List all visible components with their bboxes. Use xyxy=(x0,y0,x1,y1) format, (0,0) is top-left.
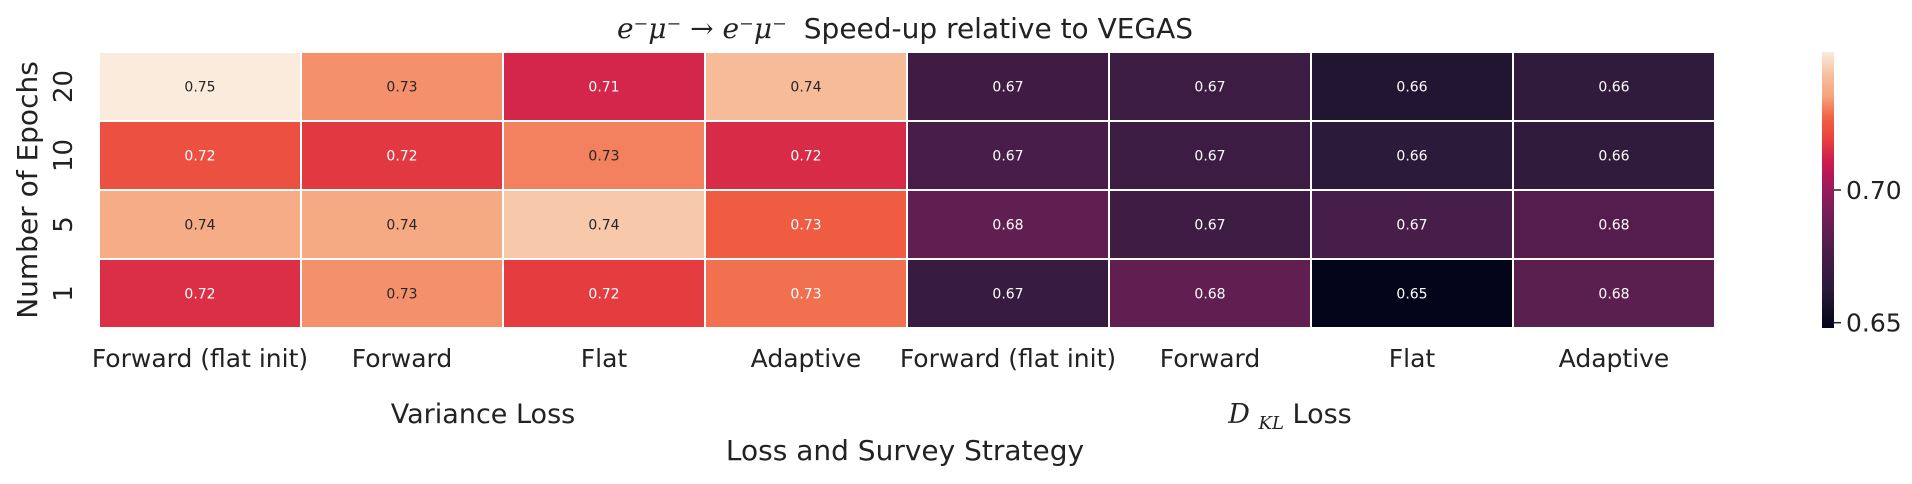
colorbar-tick-label-1: 0.70 xyxy=(1846,176,1902,205)
cell-value-r0-c2: 0.71 xyxy=(588,80,619,96)
cell-value-r2-c3: 0.73 xyxy=(790,218,821,234)
heatmap-cell-r3-c3 xyxy=(704,258,908,329)
heatmap-cell-r0-c7 xyxy=(1512,51,1716,122)
colorbar: 0.65 0.70 xyxy=(1822,52,1902,338)
cell-value-r0-c4: 0.67 xyxy=(992,80,1023,96)
chart-title: e⁻μ⁻ → e⁻μ⁻ Speed-up relative to VEGAS xyxy=(617,12,1193,45)
cell-value-r2-c7: 0.68 xyxy=(1598,218,1629,234)
dkl-suffix: Loss xyxy=(1293,399,1352,430)
cell-value-r2-c5: 0.67 xyxy=(1194,218,1225,234)
x-tick-label-3: Adaptive xyxy=(751,344,862,373)
heatmap-cell-r0-c5 xyxy=(1108,51,1312,122)
heatmap-cell-r2-c2 xyxy=(502,189,706,260)
cell-value-r0-c7: 0.66 xyxy=(1598,80,1629,96)
colorbar-tick-label-0: 0.65 xyxy=(1846,309,1902,338)
cell-value-r1-c3: 0.72 xyxy=(790,149,821,165)
heatmap-cell-r3-c2 xyxy=(502,258,706,329)
cell-value-r2-c6: 0.67 xyxy=(1396,218,1427,234)
cell-value-r3-c5: 0.68 xyxy=(1194,287,1225,303)
group-label-dkl-loss: D KL Loss xyxy=(1227,399,1351,436)
y-tick-label-5: 5 xyxy=(49,216,79,233)
x-tick-label-1: Forward xyxy=(352,344,453,373)
heatmap-cell-r3-c0 xyxy=(98,258,302,329)
cell-value-r3-c7: 0.68 xyxy=(1598,287,1629,303)
cell-value-r1-c7: 0.66 xyxy=(1598,149,1629,165)
cell-value-r0-c3: 0.74 xyxy=(790,80,821,96)
cell-value-r1-c1: 0.72 xyxy=(386,149,417,165)
cell-value-r2-c2: 0.74 xyxy=(588,218,619,234)
heatmap-cell-r1-c3 xyxy=(704,120,908,191)
x-tick-label-5: Forward xyxy=(1160,344,1261,373)
x-tick-label-7: Adaptive xyxy=(1559,344,1670,373)
heatmap-cell-r0-c0 xyxy=(98,51,302,122)
y-axis-label: Number of Epochs xyxy=(11,61,44,319)
cell-value-r1-c6: 0.66 xyxy=(1396,149,1427,165)
heatmap-cell-labels: 0.75 0.73 0.71 0.74 0.67 0.67 0.66 0.66 0.72 0.72… xyxy=(184,80,1629,303)
cell-value-r1-c4: 0.67 xyxy=(992,149,1023,165)
title-text: Speed-up relative to VEGAS xyxy=(804,12,1193,45)
cell-value-r3-c3: 0.73 xyxy=(790,287,821,303)
heatmap-cell-r3-c6 xyxy=(1310,258,1514,329)
cell-value-r1-c0: 0.72 xyxy=(184,149,215,165)
cell-value-r0-c0: 0.75 xyxy=(184,80,215,96)
cell-value-r0-c6: 0.66 xyxy=(1396,80,1427,96)
x-tick-label-4: Forward (flat init) xyxy=(900,344,1116,373)
heatmap-cell-r2-c5 xyxy=(1108,189,1312,260)
cell-value-r3-c2: 0.72 xyxy=(588,287,619,303)
x-axis-label: Loss and Survey Strategy xyxy=(726,434,1084,467)
heatmap-cell-r2-c6 xyxy=(1310,189,1514,260)
x-tick-label-2: Flat xyxy=(581,344,628,373)
dkl-math: D xyxy=(1227,399,1250,430)
y-tick-label-10: 10 xyxy=(49,139,79,172)
heatmap-cells xyxy=(98,51,1716,329)
dkl-subscript: KL xyxy=(1258,413,1284,434)
x-tick-label-6: Flat xyxy=(1389,344,1436,373)
heatmap-cell-r2-c7 xyxy=(1512,189,1716,260)
heatmap-cell-r3-c4 xyxy=(906,258,1110,329)
cell-value-r0-c1: 0.73 xyxy=(386,80,417,96)
cell-value-r2-c0: 0.74 xyxy=(184,218,215,234)
heatmap-cell-r0-c2 xyxy=(502,51,706,122)
cell-value-r3-c0: 0.72 xyxy=(184,287,215,303)
group-label-variance-loss: Variance Loss xyxy=(391,399,575,430)
heatmap-cell-r2-c0 xyxy=(98,189,302,260)
cell-value-r2-c1: 0.74 xyxy=(386,218,417,234)
cell-value-r1-c2: 0.73 xyxy=(588,149,619,165)
heatmap-cell-r2-c1 xyxy=(300,189,504,260)
y-tick-labels: 20 10 5 1 xyxy=(49,70,79,302)
cell-value-r3-c6: 0.65 xyxy=(1396,287,1427,303)
y-tick-label-20: 20 xyxy=(49,70,79,103)
heatmap-cell-r0-c1 xyxy=(300,51,504,122)
x-tick-label-0: Forward (flat init) xyxy=(92,344,308,373)
heatmap-cell-r3-c7 xyxy=(1512,258,1716,329)
colorbar-ticks: 0.65 0.70 xyxy=(1834,176,1902,338)
cell-value-r3-c1: 0.73 xyxy=(386,287,417,303)
cell-value-r1-c5: 0.67 xyxy=(1194,149,1225,165)
cell-value-r0-c5: 0.67 xyxy=(1194,80,1225,96)
colorbar-gradient xyxy=(1822,52,1834,328)
heatmap-cell-r2-c4 xyxy=(906,189,1110,260)
cell-value-r2-c4: 0.68 xyxy=(992,218,1023,234)
x-tick-labels: Forward (flat init) Forward Flat Adaptive Fo… xyxy=(92,344,1670,373)
heatmap-cell-r1-c5 xyxy=(1108,120,1312,191)
title-math: e⁻μ⁻ → e⁻μ⁻ xyxy=(617,12,787,45)
y-tick-label-1: 1 xyxy=(49,285,79,302)
heatmap-cell-r1-c1 xyxy=(300,120,504,191)
heatmap-cell-r1-c7 xyxy=(1512,120,1716,191)
heatmap-cell-r2-c3 xyxy=(704,189,908,260)
cell-value-r3-c4: 0.67 xyxy=(992,287,1023,303)
